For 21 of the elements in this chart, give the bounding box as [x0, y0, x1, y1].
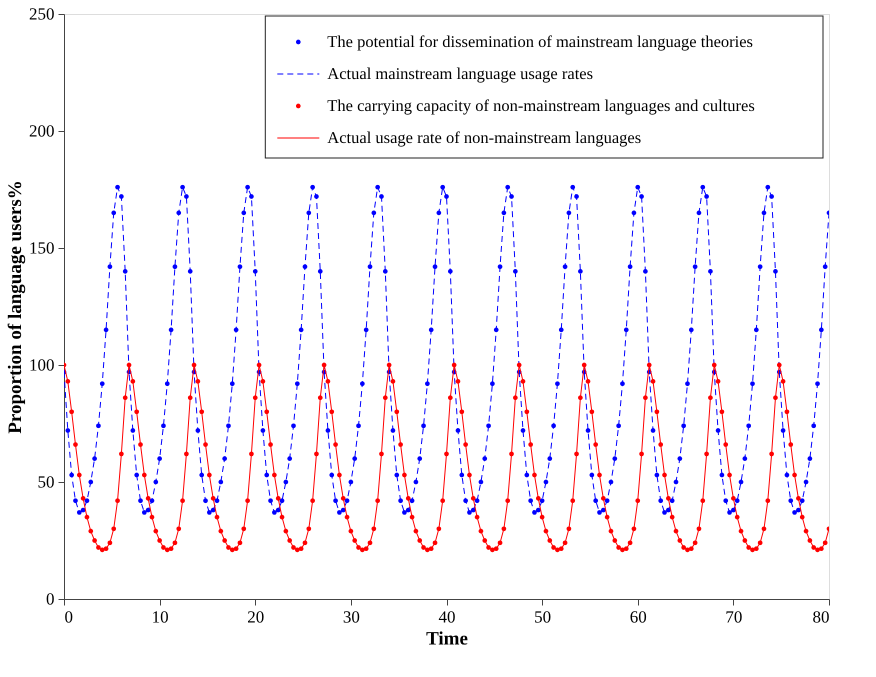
x-tick-label: 30 [342, 608, 360, 626]
x-tick-label: 0 [64, 608, 73, 626]
x-tick-label: 50 [534, 608, 552, 626]
x-tick-label: 60 [630, 608, 647, 626]
y-tick-label: 250 [29, 4, 54, 24]
y-tick-label: 100 [29, 356, 54, 374]
x-tick-label: 70 [725, 608, 742, 626]
x-axis-title: Time [426, 628, 468, 650]
x-tick-label: 40 [438, 608, 456, 626]
x-tick-label: 10 [152, 608, 169, 626]
legend-label: The potential for dissemination of mainstream language theories [327, 32, 753, 51]
y-tick-label: 50 [38, 472, 54, 492]
legend-label: Actual mainstream language usage rates [327, 64, 594, 83]
legend-label: The carrying capacity of non-mainstream languages and cultures [327, 96, 755, 115]
x-tick-label: 20 [247, 608, 264, 626]
y-tick-label: 200 [29, 122, 54, 140]
x-tick-label: 80 [812, 608, 830, 626]
y-tick-label: 150 [29, 238, 54, 258]
y-tick-label: 0 [46, 590, 54, 608]
legend-label: Actual usage rate of non-mainstream languages [327, 128, 642, 147]
y-axis-title: Proportion of language users% [5, 180, 26, 434]
